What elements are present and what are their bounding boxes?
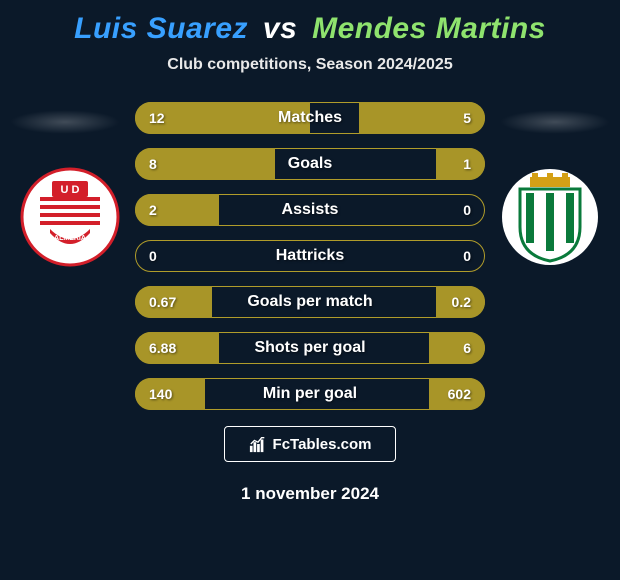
stat-row: Assists2 0 bbox=[135, 194, 485, 226]
stat-value-right: 6 bbox=[463, 340, 471, 356]
stat-value-left: 140 bbox=[149, 386, 172, 402]
svg-text:U D: U D bbox=[61, 184, 80, 196]
stat-label: Min per goal bbox=[135, 385, 485, 403]
stat-label: Goals bbox=[135, 155, 485, 173]
watermark-text: FcTables.com bbox=[273, 436, 372, 453]
stats-bars: Matches125Goals81Assists20Hattricks00Goa… bbox=[135, 102, 485, 410]
stat-value-left: 8 bbox=[149, 156, 157, 172]
badge-shadow-right bbox=[500, 110, 610, 134]
date-label: 1 november 2024 bbox=[0, 484, 620, 504]
stat-row: Shots per goal6.88 6 bbox=[135, 332, 485, 364]
fctables-logo-icon bbox=[249, 435, 267, 453]
cordoba-badge-icon bbox=[500, 167, 600, 267]
svg-text:ALMERIA: ALMERIA bbox=[54, 235, 86, 242]
stat-label: Assists bbox=[135, 201, 485, 219]
stat-value-right: 0 bbox=[463, 248, 471, 264]
stat-label: Matches bbox=[135, 109, 485, 127]
team-badge-right bbox=[500, 167, 600, 267]
stat-label: Hattricks bbox=[135, 247, 485, 265]
watermark: FcTables.com bbox=[224, 426, 396, 462]
stat-value-right: 1 bbox=[463, 156, 471, 172]
subtitle: Club competitions, Season 2024/2025 bbox=[0, 56, 620, 74]
player1-name: Luis Suarez bbox=[74, 12, 248, 45]
stat-value-left: 0 bbox=[149, 248, 157, 264]
stat-value-left: 12 bbox=[149, 110, 165, 126]
stat-row: Matches12 5 bbox=[135, 102, 485, 134]
player2-name: Mendes Martins bbox=[312, 12, 546, 45]
stat-row: Goals per match0.67 0.2 bbox=[135, 286, 485, 318]
stat-label: Goals per match bbox=[135, 293, 485, 311]
stat-label: Shots per goal bbox=[135, 339, 485, 357]
stat-value-left: 6.88 bbox=[149, 340, 176, 356]
team-badge-left: U D ALMERIA bbox=[20, 167, 120, 267]
stat-value-right: 0.2 bbox=[452, 294, 471, 310]
almeria-badge-icon: U D ALMERIA bbox=[20, 167, 120, 267]
stat-row: Min per goal140 602 bbox=[135, 378, 485, 410]
stat-value-right: 602 bbox=[448, 386, 471, 402]
comparison-title: Luis Suarez vs Mendes Martins bbox=[0, 0, 620, 46]
badge-shadow-left bbox=[10, 110, 120, 134]
stat-value-right: 0 bbox=[463, 202, 471, 218]
stat-value-left: 0.67 bbox=[149, 294, 176, 310]
vs-text: vs bbox=[263, 12, 297, 45]
stat-value-right: 5 bbox=[463, 110, 471, 126]
stat-row: Hattricks0 0 bbox=[135, 240, 485, 272]
stat-row: Goals8 1 bbox=[135, 148, 485, 180]
comparison-content: U D ALMERIA Matches125Goals81Assists20Ha… bbox=[0, 102, 620, 410]
stat-value-left: 2 bbox=[149, 202, 157, 218]
